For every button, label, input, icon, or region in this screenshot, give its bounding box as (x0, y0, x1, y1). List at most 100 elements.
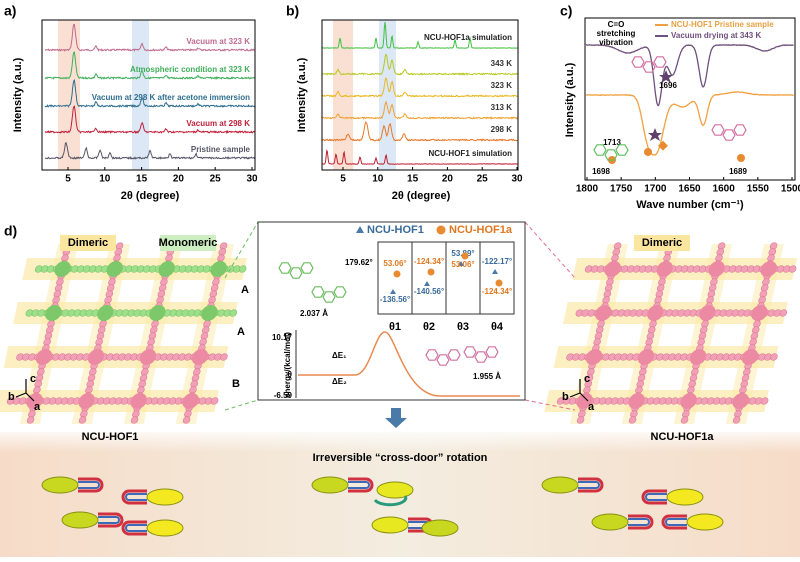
label: θ1 (389, 321, 401, 333)
spectrum-curve (44, 141, 256, 160)
label: 1.955 Å (473, 372, 501, 381)
node (576, 393, 593, 409)
label: 2.037 Å (300, 309, 328, 318)
magnet (121, 520, 147, 536)
node (87, 349, 105, 365)
molecule (642, 61, 656, 73)
panel-label: b) (286, 3, 299, 19)
dashed-link (524, 221, 576, 411)
label: c (584, 373, 590, 385)
bead (210, 397, 219, 405)
label: Vacuum drying at 343 K (671, 31, 761, 40)
molecule (485, 346, 499, 358)
label: 1650 (678, 184, 701, 195)
label: NCU-HOF1 Pristine sample (671, 20, 774, 29)
node (35, 349, 53, 365)
plot-frame (321, 19, 519, 171)
spectrum-curve (44, 105, 256, 135)
node (760, 261, 777, 277)
magnet (645, 493, 667, 501)
label: Dimeric (642, 237, 682, 249)
bead (680, 416, 689, 424)
label: 53.06° (451, 260, 474, 269)
plot-frame (584, 17, 796, 181)
disk (376, 481, 414, 499)
molecule (463, 346, 477, 358)
molecule (300, 262, 314, 274)
spectrum-curve (585, 44, 794, 107)
label: vibration (599, 38, 633, 47)
node (628, 393, 645, 409)
label: b (8, 391, 15, 403)
label: 1600 (713, 184, 736, 195)
molecule (733, 124, 747, 136)
label: 15 (407, 174, 419, 185)
marker (436, 225, 446, 235)
node (201, 305, 218, 321)
marker (495, 279, 503, 287)
marker (458, 261, 464, 266)
label: b (562, 391, 569, 403)
label: 5 (65, 174, 71, 185)
marker (737, 154, 745, 162)
label: 10 (99, 174, 111, 185)
node (54, 261, 71, 277)
magnet (628, 514, 654, 530)
molecule (604, 149, 618, 161)
label: ΔE₁ (332, 351, 347, 360)
molecule (474, 351, 488, 363)
marker (492, 269, 498, 274)
spectrum-curve (321, 100, 519, 120)
disk (146, 488, 184, 506)
tag-bg (634, 235, 690, 251)
magnet (125, 493, 147, 501)
label: θ4 (491, 321, 504, 333)
spectrum-curve (321, 22, 518, 49)
arrow (385, 408, 407, 428)
marker-star (648, 128, 662, 141)
node (106, 261, 123, 277)
node (699, 305, 716, 321)
label: 53.06° (383, 259, 406, 268)
molecule (631, 56, 645, 68)
label: -122.17° (482, 257, 512, 266)
node (139, 349, 157, 365)
label: energy/(kcal/mol) (283, 332, 292, 398)
bead (229, 309, 238, 317)
node (732, 393, 749, 409)
node (191, 349, 209, 365)
x-axis-label: 2θ (degree) (392, 190, 451, 202)
spectrum-curve (321, 54, 518, 76)
lattice (544, 242, 798, 424)
molecule (322, 291, 336, 303)
bead (78, 416, 87, 424)
disk (41, 476, 79, 494)
disk (146, 519, 184, 537)
molecule (447, 349, 461, 361)
label: 1750 (610, 184, 633, 195)
rotation-arrow (373, 495, 408, 507)
axis-arrows (569, 379, 589, 402)
bead (788, 265, 797, 273)
y-axis-label: Intensity (a.u.) (296, 57, 308, 132)
node (210, 261, 227, 277)
magnet (348, 477, 374, 493)
node (149, 305, 166, 321)
label: 323 K (491, 81, 513, 90)
label: 1700 (644, 184, 667, 195)
label: -124.34° (414, 257, 444, 266)
label: 298 K (491, 125, 513, 134)
label: 30 (246, 174, 258, 185)
bead (26, 416, 35, 424)
magnet (661, 514, 687, 530)
node (708, 261, 725, 277)
label: 313 K (491, 103, 513, 112)
magnet (98, 512, 124, 528)
label: 25 (477, 174, 489, 185)
spectrum-curve (44, 23, 256, 52)
node (751, 305, 768, 321)
disk (541, 476, 579, 494)
label: A (237, 326, 245, 338)
bead (770, 353, 778, 361)
